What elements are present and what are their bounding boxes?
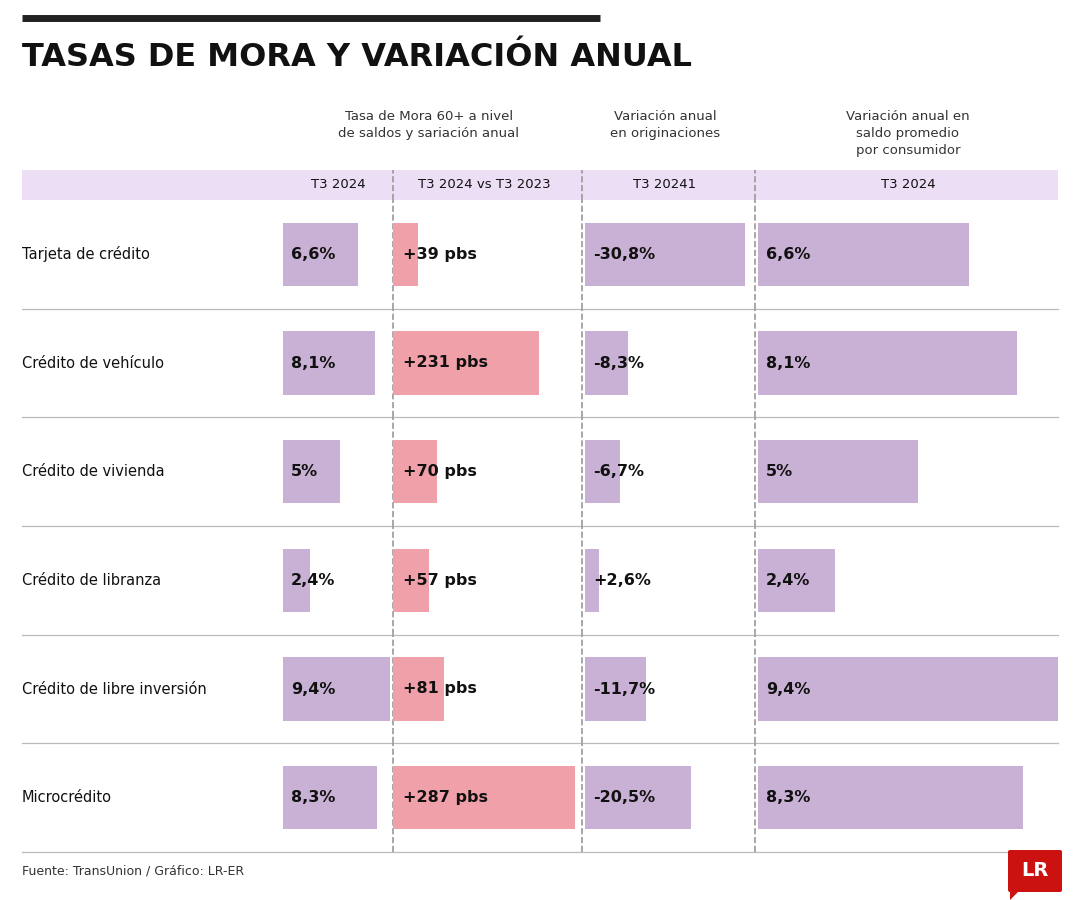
Text: Crédito de libre inversión: Crédito de libre inversión bbox=[22, 681, 206, 697]
Bar bbox=[585, 549, 598, 612]
Text: Crédito de vehículo: Crédito de vehículo bbox=[22, 356, 164, 371]
Text: 8,1%: 8,1% bbox=[291, 356, 336, 371]
Text: Fuente: TransUnion / Gráfico: LR-ER: Fuente: TransUnion / Gráfico: LR-ER bbox=[22, 864, 244, 877]
Text: Variación anual
en originaciones: Variación anual en originaciones bbox=[610, 110, 720, 140]
Bar bbox=[283, 549, 310, 612]
Bar bbox=[585, 766, 691, 829]
Text: T3 2024: T3 2024 bbox=[880, 178, 935, 192]
Bar bbox=[283, 658, 390, 721]
Text: 8,1%: 8,1% bbox=[766, 356, 810, 371]
Text: T3 20241: T3 20241 bbox=[634, 178, 697, 192]
Bar bbox=[758, 223, 969, 286]
Bar bbox=[585, 440, 620, 503]
Text: +287 pbs: +287 pbs bbox=[403, 790, 488, 806]
Text: +231 pbs: +231 pbs bbox=[403, 356, 488, 371]
Text: LR: LR bbox=[1022, 861, 1049, 880]
Text: 5%: 5% bbox=[766, 464, 793, 479]
Bar bbox=[585, 658, 646, 721]
Text: Tasa de Mora 60+ a nivel
de saldos y sariación anual: Tasa de Mora 60+ a nivel de saldos y sar… bbox=[338, 110, 519, 140]
Text: 6,6%: 6,6% bbox=[291, 247, 336, 262]
Bar bbox=[393, 766, 575, 829]
Text: -11,7%: -11,7% bbox=[593, 681, 656, 697]
Bar bbox=[585, 331, 629, 394]
Bar bbox=[758, 658, 1058, 721]
Bar bbox=[393, 331, 540, 394]
Text: 2,4%: 2,4% bbox=[766, 572, 810, 588]
Text: T3 2024 vs T3 2023: T3 2024 vs T3 2023 bbox=[418, 178, 551, 192]
Text: Tarjeta de crédito: Tarjeta de crédito bbox=[22, 247, 150, 262]
Text: T3 2024: T3 2024 bbox=[311, 178, 365, 192]
Text: -8,3%: -8,3% bbox=[593, 356, 644, 371]
Bar bbox=[393, 223, 418, 286]
Text: Variación anual en
saldo promedio
por consumidor: Variación anual en saldo promedio por co… bbox=[847, 110, 970, 157]
Text: 9,4%: 9,4% bbox=[766, 681, 810, 697]
Bar bbox=[393, 658, 444, 721]
Text: TASAS DE MORA Y VARIACIÓN ANUAL: TASAS DE MORA Y VARIACIÓN ANUAL bbox=[22, 42, 692, 73]
Bar bbox=[758, 549, 835, 612]
Bar bbox=[283, 766, 378, 829]
Text: -6,7%: -6,7% bbox=[593, 464, 644, 479]
Polygon shape bbox=[1010, 890, 1020, 900]
Bar bbox=[393, 549, 429, 612]
Text: 8,3%: 8,3% bbox=[291, 790, 336, 806]
Text: -20,5%: -20,5% bbox=[593, 790, 656, 806]
Bar bbox=[283, 223, 359, 286]
Bar bbox=[585, 223, 745, 286]
FancyBboxPatch shape bbox=[1008, 850, 1062, 892]
Bar bbox=[758, 440, 918, 503]
Text: +2,6%: +2,6% bbox=[593, 572, 651, 588]
Text: -30,8%: -30,8% bbox=[593, 247, 656, 262]
Text: +57 pbs: +57 pbs bbox=[403, 572, 477, 588]
Text: Microcrédito: Microcrédito bbox=[22, 790, 112, 806]
Text: +70 pbs: +70 pbs bbox=[403, 464, 477, 479]
Text: +39 pbs: +39 pbs bbox=[403, 247, 477, 262]
Bar bbox=[758, 766, 1023, 829]
Text: 9,4%: 9,4% bbox=[291, 681, 336, 697]
Bar bbox=[758, 331, 1016, 394]
Bar bbox=[283, 440, 340, 503]
Text: +81 pbs: +81 pbs bbox=[403, 681, 477, 697]
Text: 6,6%: 6,6% bbox=[766, 247, 810, 262]
Text: 5%: 5% bbox=[291, 464, 319, 479]
Bar bbox=[22, 170, 1058, 200]
Text: Crédito de libranza: Crédito de libranza bbox=[22, 572, 161, 588]
Text: 2,4%: 2,4% bbox=[291, 572, 336, 588]
Text: Crédito de vivienda: Crédito de vivienda bbox=[22, 464, 164, 479]
Text: 8,3%: 8,3% bbox=[766, 790, 810, 806]
Bar bbox=[393, 440, 437, 503]
Bar bbox=[283, 331, 375, 394]
